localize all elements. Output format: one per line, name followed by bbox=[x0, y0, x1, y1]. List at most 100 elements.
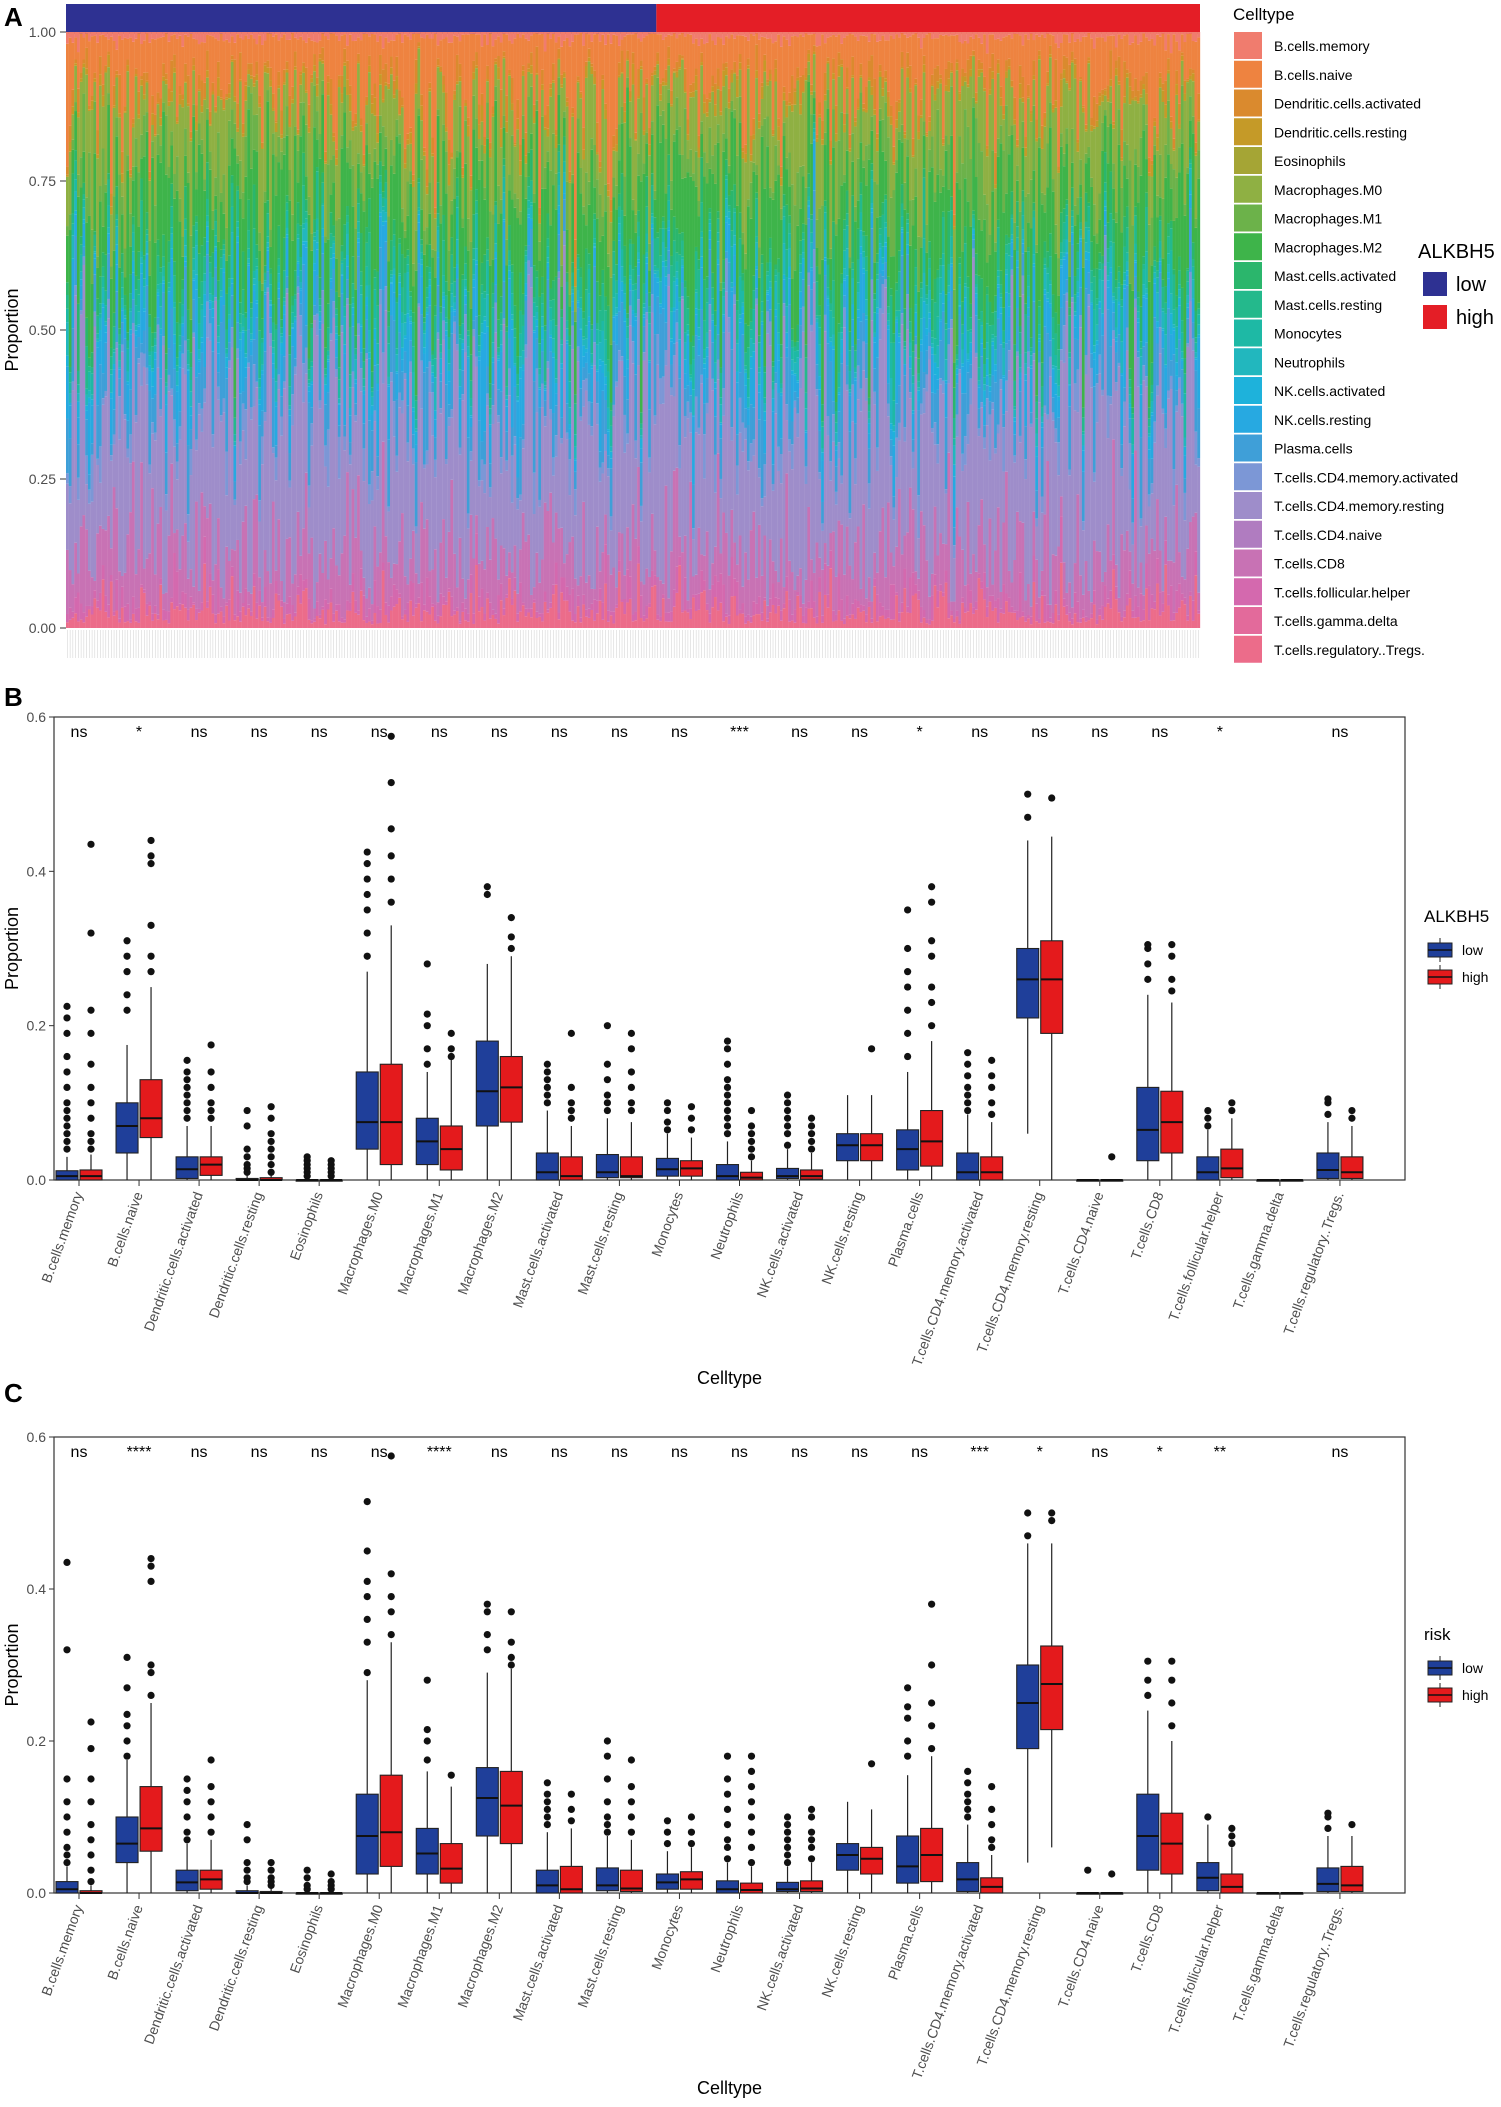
bar-segment bbox=[595, 281, 599, 323]
bar-segment bbox=[315, 111, 319, 140]
bar-segment bbox=[675, 32, 679, 39]
bar-segment bbox=[697, 135, 701, 148]
bar-segment bbox=[332, 141, 336, 156]
stacked-bars bbox=[66, 32, 1201, 628]
bar-segment bbox=[645, 319, 649, 569]
bar-segment bbox=[521, 34, 525, 66]
bar-segment bbox=[579, 420, 583, 577]
bar-segment bbox=[222, 412, 226, 599]
bar-segment bbox=[403, 373, 407, 380]
bar-segment bbox=[755, 614, 759, 628]
bar-segment bbox=[431, 350, 435, 355]
bar-segment bbox=[249, 32, 253, 35]
bar-segment bbox=[115, 226, 119, 245]
bar-segment bbox=[159, 162, 163, 268]
bar-segment bbox=[455, 150, 459, 158]
bar-segment bbox=[672, 32, 676, 34]
bar-segment bbox=[217, 40, 220, 62]
bar-segment bbox=[461, 400, 465, 579]
bar-segment bbox=[642, 326, 646, 353]
bar-segment bbox=[604, 109, 608, 120]
bar-segment bbox=[530, 73, 533, 87]
bar-segment bbox=[66, 613, 69, 623]
bar-segment bbox=[101, 287, 105, 304]
bar-segment bbox=[681, 58, 684, 60]
bar-segment bbox=[576, 118, 580, 153]
bar-segment bbox=[104, 36, 108, 66]
bar-segment bbox=[384, 221, 388, 242]
bar-segment bbox=[744, 385, 748, 409]
bar-segment bbox=[87, 371, 91, 391]
bar-segment bbox=[692, 346, 695, 360]
bar-segment bbox=[488, 157, 492, 212]
bar-segment bbox=[436, 602, 440, 616]
bar-segment bbox=[346, 304, 349, 473]
bar-segment bbox=[510, 598, 514, 605]
bar-segment bbox=[609, 402, 613, 411]
bar-segment bbox=[464, 99, 468, 103]
bar-segment bbox=[222, 174, 226, 214]
bar-segment bbox=[274, 457, 278, 481]
bar-segment bbox=[497, 579, 500, 596]
bar-segment bbox=[120, 307, 124, 311]
bar-segment bbox=[727, 615, 731, 625]
bar-segment bbox=[502, 177, 506, 193]
bar-segment bbox=[376, 133, 380, 143]
bar-segment bbox=[763, 188, 767, 367]
bar-segment bbox=[351, 32, 355, 42]
bar-segment bbox=[604, 211, 608, 297]
bar-segment bbox=[145, 254, 149, 286]
bar-segment bbox=[181, 326, 185, 337]
bar-segment bbox=[178, 198, 182, 222]
bar-segment bbox=[296, 132, 300, 135]
bar-segment bbox=[343, 535, 347, 620]
bar-segment bbox=[716, 32, 720, 38]
bar-segment bbox=[200, 309, 204, 338]
bar-segment bbox=[686, 172, 690, 297]
bar-segment bbox=[236, 227, 240, 237]
bar-segment bbox=[197, 608, 201, 613]
bar-segment bbox=[134, 325, 138, 331]
bar-segment bbox=[428, 272, 432, 280]
bar-segment bbox=[510, 264, 514, 273]
bar-segment bbox=[79, 603, 83, 620]
bar-segment bbox=[623, 575, 627, 599]
bar-segment bbox=[266, 617, 270, 622]
bar-segment bbox=[447, 290, 451, 320]
bar-segment bbox=[241, 289, 245, 315]
bar-segment bbox=[390, 596, 393, 611]
bar-segment bbox=[90, 399, 94, 406]
bar-segment bbox=[593, 34, 597, 71]
bar-segment bbox=[411, 372, 415, 408]
bar-segment bbox=[442, 596, 446, 605]
bar-segment bbox=[535, 368, 539, 413]
bar-segment bbox=[664, 247, 668, 261]
bar-segment bbox=[217, 132, 220, 242]
bar-segment bbox=[543, 591, 547, 602]
bar-segment bbox=[120, 214, 124, 254]
bar-segment bbox=[779, 538, 783, 611]
bar-segment bbox=[587, 373, 591, 402]
bar-segment bbox=[348, 374, 352, 388]
bar-segment bbox=[491, 116, 495, 215]
bar-segment bbox=[178, 32, 182, 36]
bar-segment bbox=[156, 255, 160, 285]
bar-segment bbox=[175, 357, 179, 366]
bar-segment bbox=[442, 604, 446, 628]
bar-segment bbox=[568, 459, 572, 496]
bar-segment bbox=[552, 338, 555, 353]
bar-segment bbox=[444, 464, 448, 578]
bar-segment bbox=[595, 329, 599, 345]
bar-segment bbox=[667, 154, 671, 186]
bar-segment bbox=[532, 332, 536, 382]
bar-segment bbox=[488, 487, 492, 498]
bar-segment bbox=[200, 112, 204, 140]
bar-segment bbox=[222, 108, 226, 111]
bar-segment bbox=[766, 621, 770, 628]
bar-segment bbox=[329, 602, 333, 628]
bar-segment bbox=[373, 277, 377, 290]
bar-segment bbox=[601, 89, 605, 217]
bar-segment bbox=[777, 598, 781, 606]
bar-segment bbox=[645, 618, 649, 628]
bar-segment bbox=[269, 333, 273, 347]
